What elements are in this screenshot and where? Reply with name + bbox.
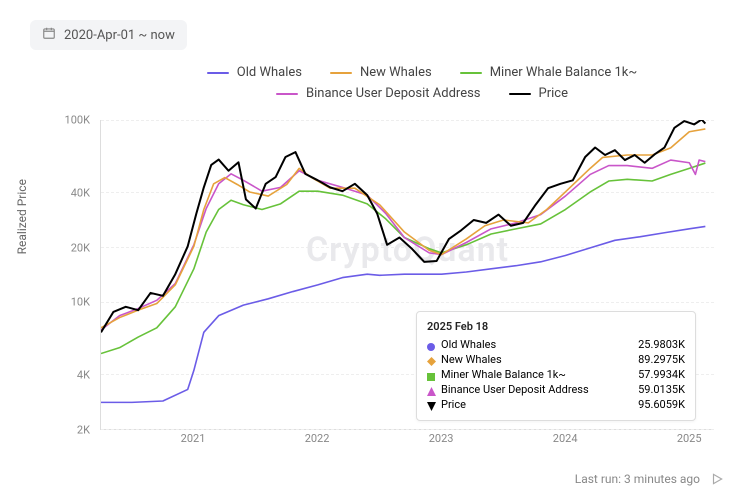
date-range-pill[interactable]: 2020-Apr-01 ~ now: [30, 20, 187, 50]
tooltip-row: Price 95.6059K: [427, 397, 685, 412]
tooltip-row-value: 57.9934K: [638, 368, 685, 381]
tooltip-marker-icon: [427, 401, 435, 409]
legend-swatch: [207, 72, 229, 74]
tooltip-marker-icon: [427, 356, 435, 364]
legend-swatch: [460, 72, 482, 74]
y-tick-label: 10K: [71, 296, 90, 309]
y-ticks: 2K4K10K20K40K100K: [56, 120, 96, 430]
tooltip-marker-icon: [427, 371, 435, 379]
y-tick-label: 100K: [65, 114, 90, 127]
legend-item[interactable]: New Whales: [330, 65, 432, 80]
calendar-icon: [42, 26, 56, 44]
tooltip-row-label: Binance User Deposit Address: [441, 383, 589, 396]
legend-swatch: [509, 93, 531, 95]
tooltip-row-value: 89.2975K: [638, 353, 685, 366]
tooltip-row: Miner Whale Balance 1k~ 57.9934K: [427, 367, 685, 382]
plot-area[interactable]: CryptoQuant 2025 Feb 18 Old Whales25.980…: [100, 120, 714, 430]
last-run-text: Last run: 3 minutes ago: [575, 472, 700, 486]
legend-item[interactable]: Binance User Deposit Address: [276, 86, 481, 101]
tooltip-row: New Whales 89.2975K: [427, 352, 685, 367]
play-icon[interactable]: [710, 472, 724, 486]
legend-swatch: [330, 72, 352, 74]
tooltip-row-value: 95.6059K: [638, 398, 685, 411]
x-tick-label: 2025: [677, 432, 702, 445]
tooltip-row-label: Miner Whale Balance 1k~: [441, 368, 566, 381]
chart-area: Realized Price 2K4K10K20K40K100K CryptoQ…: [30, 120, 724, 450]
legend-label: Old Whales: [237, 65, 302, 80]
x-ticks: 2021 2022 2023 2024 2025: [100, 432, 714, 450]
tooltip-row-label: Old Whales: [441, 338, 496, 351]
legend-label: Binance User Deposit Address: [306, 86, 481, 101]
tooltip-row-value: 59.0135K: [638, 383, 685, 396]
tooltip-row: Binance User Deposit Address 59.0135K: [427, 382, 685, 397]
tooltip-marker-icon: [427, 341, 435, 349]
series-binance: [101, 160, 705, 330]
legend-item[interactable]: Miner Whale Balance 1k~: [460, 65, 638, 80]
x-tick-label: 2024: [553, 432, 578, 445]
tooltip-row: Old Whales 25.9803K: [427, 337, 685, 352]
legend-label: Price: [539, 86, 568, 101]
footer: Last run: 3 minutes ago: [575, 472, 724, 486]
series-price: [101, 120, 705, 332]
y-tick-label: 40K: [71, 186, 90, 199]
x-tick-label: 2022: [305, 432, 330, 445]
y-axis-label: Realized Price: [15, 179, 29, 254]
y-tick-label: 4K: [77, 369, 90, 382]
tooltip-title: 2025 Feb 18: [427, 320, 685, 333]
legend-label: Miner Whale Balance 1k~: [490, 65, 638, 80]
y-tick-label: 20K: [71, 241, 90, 254]
tooltip-row-value: 25.9803K: [638, 338, 685, 351]
tooltip-marker-icon: [427, 386, 435, 394]
legend-item[interactable]: Old Whales: [207, 65, 302, 80]
tooltip: 2025 Feb 18 Old Whales25.9803KNew Whales…: [416, 311, 696, 421]
x-tick-label: 2023: [429, 432, 454, 445]
tooltip-row-label: Price: [441, 398, 466, 411]
tooltip-row-label: New Whales: [441, 353, 502, 366]
legend-label: New Whales: [360, 65, 432, 80]
legend-item[interactable]: Price: [509, 86, 568, 101]
date-range-text: 2020-Apr-01 ~ now: [64, 28, 175, 43]
x-tick-label: 2021: [181, 432, 206, 445]
y-tick-label: 2K: [77, 424, 90, 437]
legend: Old Whales New Whales Miner Whale Balance …: [130, 65, 714, 101]
legend-swatch: [276, 93, 298, 95]
